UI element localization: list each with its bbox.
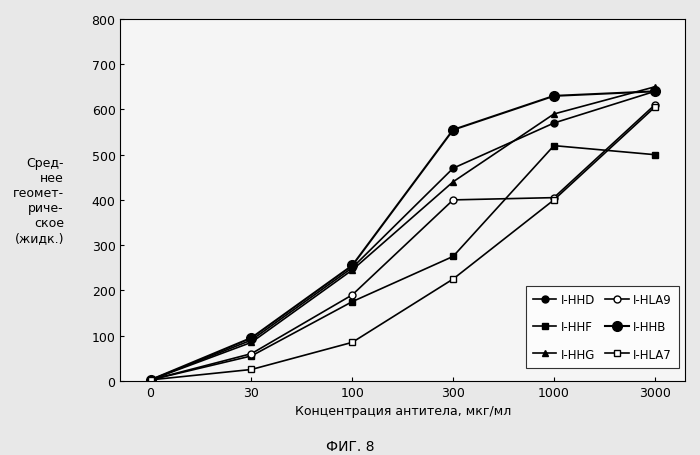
I-HLA9: [146, 377, 155, 383]
I-HHF: [650, 152, 659, 158]
I-HLA7: [550, 198, 558, 203]
I-HHB: [146, 377, 155, 383]
Line: I-HHF: I-HHF: [147, 143, 658, 384]
I-HLA7: [348, 340, 356, 345]
Line: I-HHG: I-HHG: [147, 84, 658, 384]
I-HHD: [247, 338, 256, 343]
I-HLA9: [550, 196, 558, 201]
I-HHD: [348, 265, 356, 271]
I-HHD: [146, 377, 155, 383]
I-HHF: [146, 377, 155, 383]
I-HLA7: [650, 105, 659, 111]
I-HHG: [650, 85, 659, 91]
I-HLA7: [146, 377, 155, 383]
X-axis label: Концентрация антитела, мкг/мл: Концентрация антитела, мкг/мл: [295, 404, 511, 417]
Line: I-HHD: I-HHD: [147, 89, 658, 384]
I-HHB: [550, 94, 558, 99]
I-HHG: [247, 340, 256, 345]
Line: I-HLA9: I-HLA9: [147, 102, 658, 384]
Y-axis label: Сред-
нее
геомет-
риче-
ское
(жидк.): Сред- нее геомет- риче- ское (жидк.): [13, 157, 64, 244]
I-HHB: [449, 128, 457, 133]
I-HHF: [550, 144, 558, 149]
I-HLA7: [247, 367, 256, 372]
I-HHF: [348, 299, 356, 305]
I-HHB: [348, 263, 356, 268]
I-HLA9: [348, 293, 356, 298]
Line: I-HLA7: I-HLA7: [147, 105, 658, 384]
I-HHF: [247, 354, 256, 359]
I-HHG: [550, 112, 558, 117]
I-HLA7: [449, 277, 457, 282]
I-HLA9: [650, 103, 659, 108]
I-HHG: [449, 180, 457, 185]
I-HLA9: [247, 351, 256, 357]
Line: I-HHB: I-HHB: [146, 87, 659, 385]
I-HHD: [449, 166, 457, 172]
I-HHG: [348, 268, 356, 273]
Legend: I-HHD, I-HHF, I-HHG, I-HLA9, I-HHB, I-HLA7: I-HHD, I-HHF, I-HHG, I-HLA9, I-HHB, I-HL…: [526, 287, 679, 368]
I-HHD: [550, 121, 558, 126]
Text: ФИГ. 8: ФИГ. 8: [326, 440, 374, 454]
I-HHF: [449, 254, 457, 260]
I-HHB: [650, 90, 659, 95]
I-HHD: [650, 90, 659, 95]
I-HLA9: [449, 198, 457, 203]
I-HHB: [247, 335, 256, 341]
I-HHG: [146, 377, 155, 383]
